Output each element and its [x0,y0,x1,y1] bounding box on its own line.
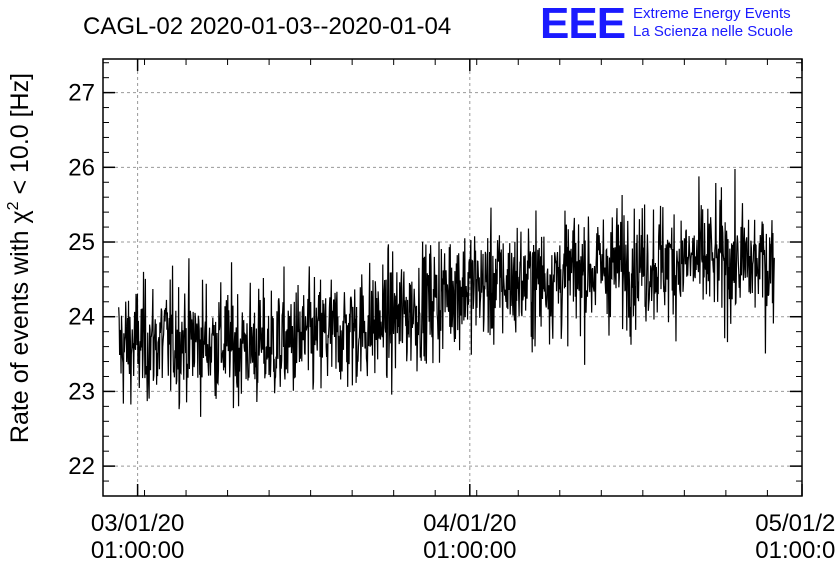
series-line [118,169,775,417]
y-tick-labels: 22 23 24 25 26 27 [68,80,95,481]
x-tick-label-date: 05/01/20 [755,510,836,537]
eee-logo: EEE Extreme Energy Events La Scienza nel… [540,2,793,46]
plot-frame [102,58,803,497]
chart-title: CAGL-02 2020-01-03--2020-01-04 [83,13,451,40]
y-tick-label: 26 [68,154,95,181]
y-tick-label: 22 [68,453,95,480]
x-tick-label-time: 01:00:00 [755,537,836,564]
x-tick-label-time: 01:00:00 [423,537,516,564]
logo-line-2: La Scienza nelle Scuole [633,23,794,40]
y-tick-label: 24 [68,304,95,331]
series-path [118,169,775,417]
eee-logo-text: Extreme Energy Events La Scienza nelle S… [633,5,793,41]
axis-ticks [102,59,803,497]
y-tick-label: 23 [68,378,95,405]
x-tick-label-date: 04/01/20 [423,510,516,537]
x-tick-label-time: 01:00:00 [91,537,184,564]
grid-lines [103,59,802,496]
y-axis-label: Rate of events with χ2 < 10.0 [Hz] [5,73,34,443]
y-tick-label: 27 [68,80,95,107]
y-tick-label: 25 [68,229,95,256]
x-tick-label-date: 03/01/20 [91,510,184,537]
eee-logo-mark: EEE [540,0,626,48]
logo-line-1: Extreme Energy Events [633,5,791,22]
